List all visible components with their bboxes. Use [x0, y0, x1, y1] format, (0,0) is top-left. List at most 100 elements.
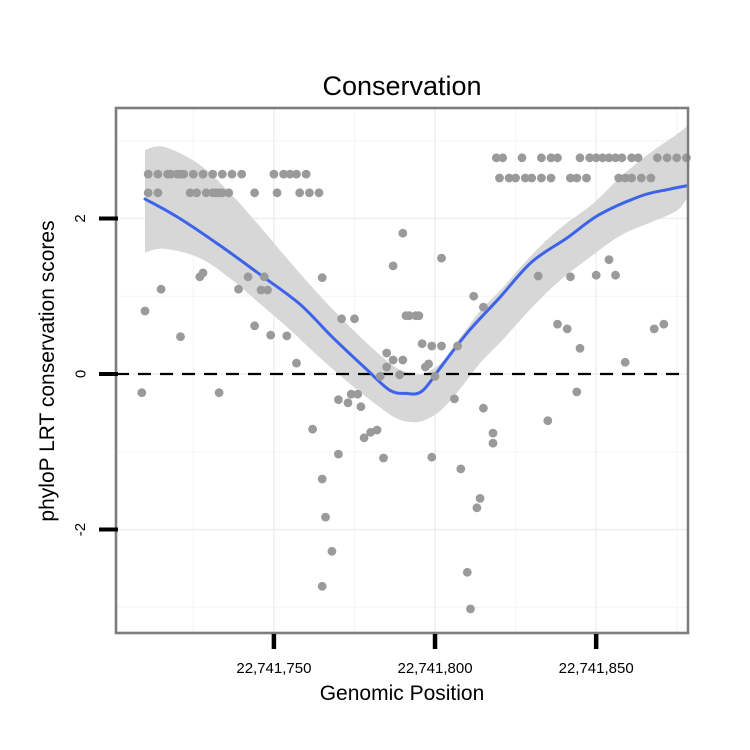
data-point: [198, 268, 208, 278]
data-point: [437, 341, 446, 351]
data-point: [479, 403, 488, 413]
data-point: [272, 188, 282, 198]
y-axis-ticks: [99, 216, 118, 532]
data-point: [282, 331, 292, 341]
data-point: [414, 311, 424, 321]
plot-title: Conservation: [322, 71, 481, 101]
data-point: [266, 330, 276, 340]
data-point: [334, 395, 343, 405]
confidence-ribbon: [145, 126, 687, 423]
data-point: [572, 387, 582, 397]
data-point: [188, 169, 198, 179]
data-point: [198, 169, 208, 179]
data-point: [398, 228, 408, 238]
data-point: [350, 314, 359, 324]
data-point: [227, 169, 237, 179]
data-point: [466, 604, 475, 614]
data-point: [462, 567, 472, 577]
data-point: [398, 355, 408, 365]
data-point: [417, 339, 427, 349]
data-point: [659, 319, 669, 329]
y-axis-label: phyloP LRT conservation scores: [36, 220, 59, 521]
data-point: [314, 188, 324, 198]
data-point: [305, 188, 314, 198]
data-point: [543, 416, 553, 426]
data-point: [604, 153, 614, 163]
data-point: [469, 291, 479, 301]
data-point: [498, 153, 508, 163]
x-tick-label: 22,741,800: [397, 660, 472, 677]
data-point: [646, 173, 656, 183]
data-point: [317, 474, 327, 484]
data-point: [375, 371, 385, 381]
x-tick-label: 22,741,850: [559, 660, 634, 677]
data-point: [430, 371, 440, 381]
data-point: [491, 153, 501, 163]
data-point: [214, 388, 224, 398]
data-point: [653, 153, 662, 163]
data-point: [382, 348, 392, 358]
data-point: [504, 173, 514, 183]
data-point: [234, 284, 243, 294]
x-tick-label: 22,741,750: [236, 660, 311, 677]
data-point: [279, 169, 288, 179]
data-point: [156, 284, 166, 294]
data-point: [585, 153, 595, 163]
data-point: [611, 270, 620, 280]
y-tick-label: 2: [72, 214, 89, 222]
data-point: [140, 306, 150, 316]
data-point: [636, 173, 646, 183]
y-tick-label: 0: [72, 370, 89, 378]
data-point: [301, 169, 311, 179]
data-point: [353, 389, 363, 399]
data-point: [143, 188, 153, 198]
data-point: [553, 153, 562, 163]
data-point: [263, 285, 272, 295]
data-point: [327, 546, 337, 556]
data-point: [511, 173, 520, 183]
data-point: [372, 425, 382, 435]
data-point: [620, 173, 630, 183]
data-point: [604, 255, 614, 265]
data-point: [201, 188, 211, 198]
data-point: [346, 389, 356, 399]
data-point: [427, 341, 437, 351]
data-point: [250, 321, 259, 331]
data-point: [259, 272, 269, 282]
data-point: [217, 188, 227, 198]
data-point: [395, 370, 404, 380]
data-point: [620, 357, 630, 367]
data-point: [617, 153, 627, 163]
data-point: [295, 188, 305, 198]
data-point: [649, 324, 659, 334]
x-axis-tick-labels: 22,741,750 22,741,800 22,741,850: [236, 660, 633, 677]
data-point: [179, 169, 189, 179]
data-point: [527, 173, 537, 183]
data-point: [591, 153, 601, 163]
data-point: [424, 359, 433, 369]
data-point: [208, 169, 218, 179]
data-point: [562, 324, 572, 334]
data-point: [450, 394, 459, 404]
data-point: [566, 272, 575, 282]
data-point: [256, 285, 266, 295]
data-point: [598, 153, 607, 163]
data-point: [243, 272, 253, 282]
data-point: [388, 355, 398, 365]
data-point: [285, 169, 295, 179]
data-point: [224, 188, 234, 198]
data-point: [250, 188, 259, 198]
data-point: [359, 433, 369, 443]
scatter-points: [137, 153, 691, 614]
data-point: [520, 173, 530, 183]
data-point: [217, 169, 227, 179]
data-point: [237, 169, 247, 179]
data-point: [488, 428, 498, 438]
data-point: [537, 173, 546, 183]
data-point: [495, 173, 504, 183]
data-point: [479, 302, 488, 312]
data-point: [572, 173, 582, 183]
data-point: [137, 388, 147, 398]
